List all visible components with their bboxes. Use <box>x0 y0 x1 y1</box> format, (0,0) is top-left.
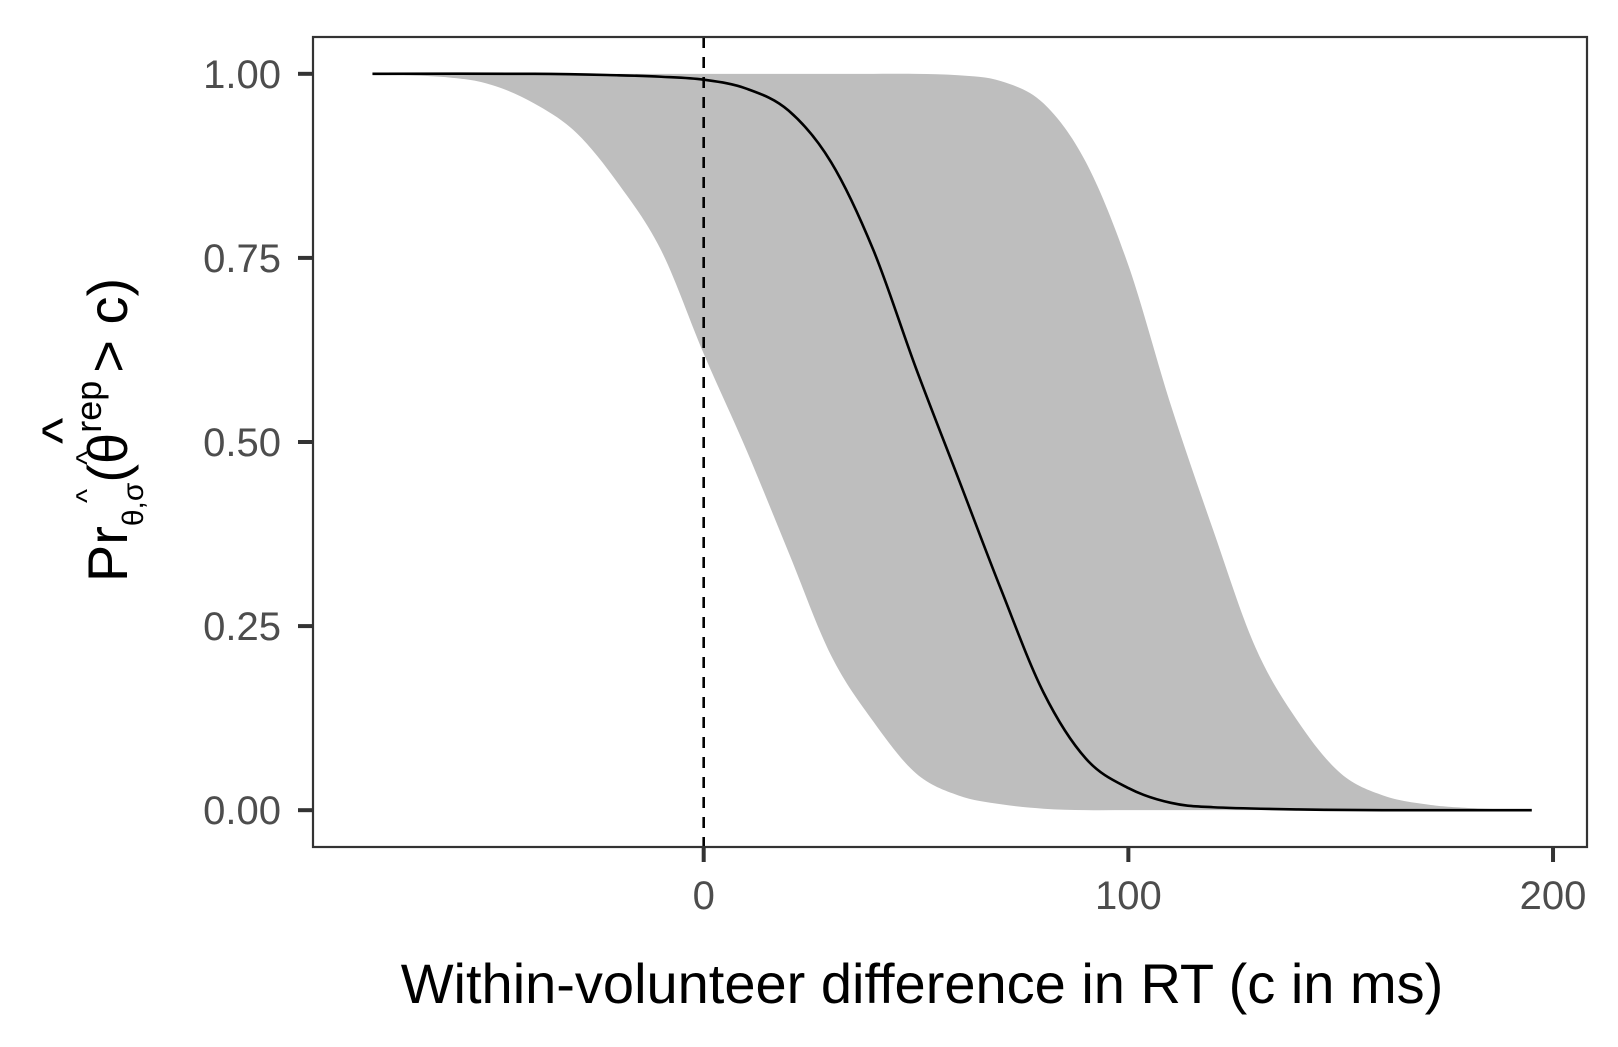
y-axis-title-hat-theta: ^ <box>30 418 93 444</box>
confidence-band <box>372 73 1532 811</box>
estimate-line-layer <box>372 72 1532 812</box>
y-tick-label: 0.00 <box>203 789 281 833</box>
x-tick-label: 0 <box>693 874 715 918</box>
y-axis-title-superscript: rep <box>68 381 109 433</box>
y-axis-title-hat-sub-sigma: ^ <box>71 451 104 465</box>
x-tick-label: 200 <box>1520 874 1587 918</box>
y-axis-title-subscript: θ,σ <box>117 482 150 526</box>
x-tick-label: 100 <box>1095 874 1162 918</box>
x-axis-ticks: 0 100 200 <box>693 847 1587 918</box>
y-tick-label: 0.25 <box>203 605 281 649</box>
y-axis-title-relation: > c) <box>76 278 139 373</box>
y-axis-title-base: Pr <box>76 526 139 582</box>
y-tick-label: 0.50 <box>203 421 281 465</box>
y-axis-title: Prθ,σ(θrep > c) ^ ^ ^ <box>30 278 150 582</box>
x-axis-title: Within-volunteer difference in RT (c in … <box>401 952 1444 1015</box>
svg-text:Prθ,σ(θrep> c): Prθ,σ(θrep > c) <box>68 278 150 582</box>
estimate-line-0 <box>372 72 1532 812</box>
y-tick-label: 0.75 <box>203 237 281 281</box>
y-axis-title-open: (θ <box>76 433 139 483</box>
confidence-band-layer <box>372 73 1532 811</box>
y-tick-label: 1.00 <box>203 53 281 97</box>
y-axis-ticks: 0.00 0.25 0.50 0.75 1.00 <box>203 53 313 833</box>
y-axis-title-hat-sub-theta: ^ <box>71 489 104 503</box>
